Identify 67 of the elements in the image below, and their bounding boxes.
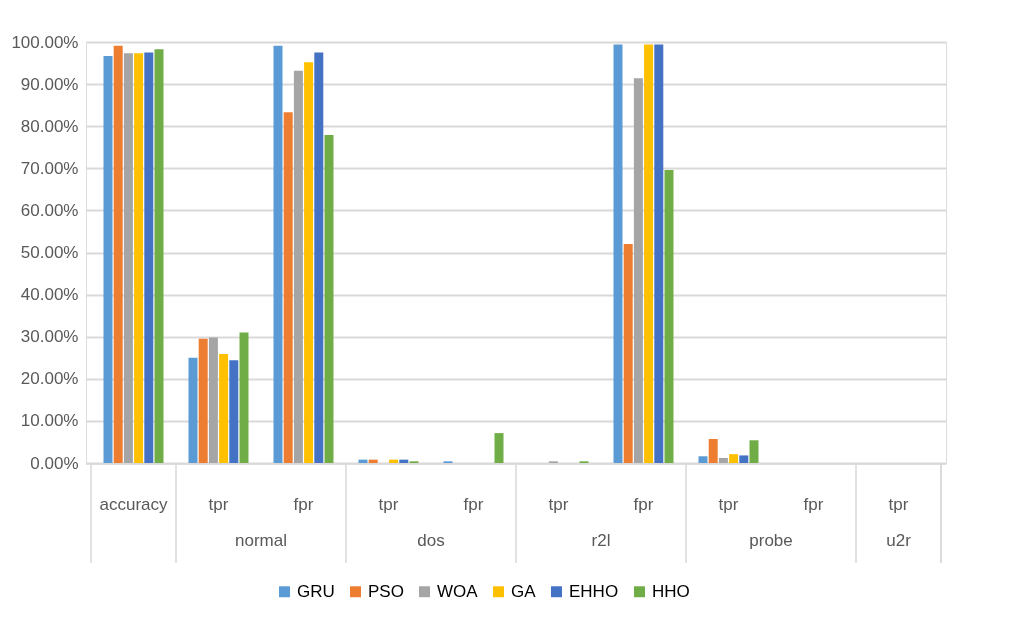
bar <box>219 353 229 463</box>
bar <box>273 45 283 463</box>
bar <box>293 70 303 463</box>
bar <box>633 78 643 463</box>
legend-label: WOA <box>437 581 479 601</box>
bar <box>494 433 504 463</box>
bar <box>368 459 378 463</box>
text: normal <box>235 531 287 551</box>
bar <box>229 360 239 463</box>
y-tick-label: 0.00% <box>30 453 79 473</box>
bar <box>154 49 164 463</box>
legend-label: HHO <box>652 581 690 601</box>
bar <box>708 439 718 463</box>
bar <box>399 459 409 463</box>
y-tick-label: 60.00% <box>20 200 79 220</box>
bar <box>729 454 739 463</box>
x-tick-label: fpr <box>633 494 654 514</box>
bar <box>389 459 399 463</box>
bar <box>239 332 249 463</box>
bar <box>613 44 623 463</box>
x-tick-label: tpr <box>548 494 569 514</box>
x-tick-label: tpr <box>718 494 739 514</box>
bar <box>198 338 208 463</box>
bar <box>134 53 144 463</box>
bar <box>113 45 123 463</box>
bar <box>664 169 674 463</box>
x-tick-label: tpr <box>888 494 909 514</box>
bar <box>749 440 759 463</box>
bar <box>644 44 654 463</box>
bar <box>208 337 218 463</box>
bar <box>358 459 368 463</box>
bar <box>314 52 324 463</box>
text: u2r <box>886 531 912 551</box>
text: r2l <box>591 531 611 551</box>
bar <box>718 457 728 463</box>
y-tick-label: 10.00% <box>20 411 79 431</box>
y-tick-label: 30.00% <box>20 327 79 347</box>
bar <box>188 357 198 463</box>
y-tick-label: 50.00% <box>20 243 79 262</box>
legend-label: GA <box>511 581 537 601</box>
bar <box>739 455 749 463</box>
x-tick-label: fpr <box>803 494 824 514</box>
y-tick-label: 40.00% <box>20 285 79 305</box>
x-tick-label: fpr <box>463 494 484 514</box>
y-tick-label: 100.00% <box>11 32 79 52</box>
bar <box>123 53 133 463</box>
x-tick-label: tpr <box>378 494 399 514</box>
legend-label: PSO <box>368 581 404 601</box>
y-tick-label: 80.00% <box>20 116 79 136</box>
y-tick-label: 90.00% <box>20 74 79 94</box>
legend-label: EHHO <box>569 581 619 601</box>
text: dos <box>417 531 445 551</box>
bar <box>283 112 293 463</box>
bar <box>623 244 633 463</box>
legend-label: GRU <box>297 581 335 601</box>
bar <box>144 52 154 463</box>
text: probe <box>749 531 793 551</box>
bar <box>654 44 664 463</box>
bar <box>103 55 113 463</box>
x-tick-label: fpr <box>293 494 314 514</box>
bar <box>698 456 708 463</box>
y-tick-label: 70.00% <box>20 158 79 178</box>
x-tick-label: accuracy <box>99 494 169 514</box>
x-tick-label: tpr <box>208 494 229 514</box>
bar <box>304 62 314 463</box>
bar <box>324 135 334 463</box>
y-tick-label: 20.00% <box>20 369 79 389</box>
